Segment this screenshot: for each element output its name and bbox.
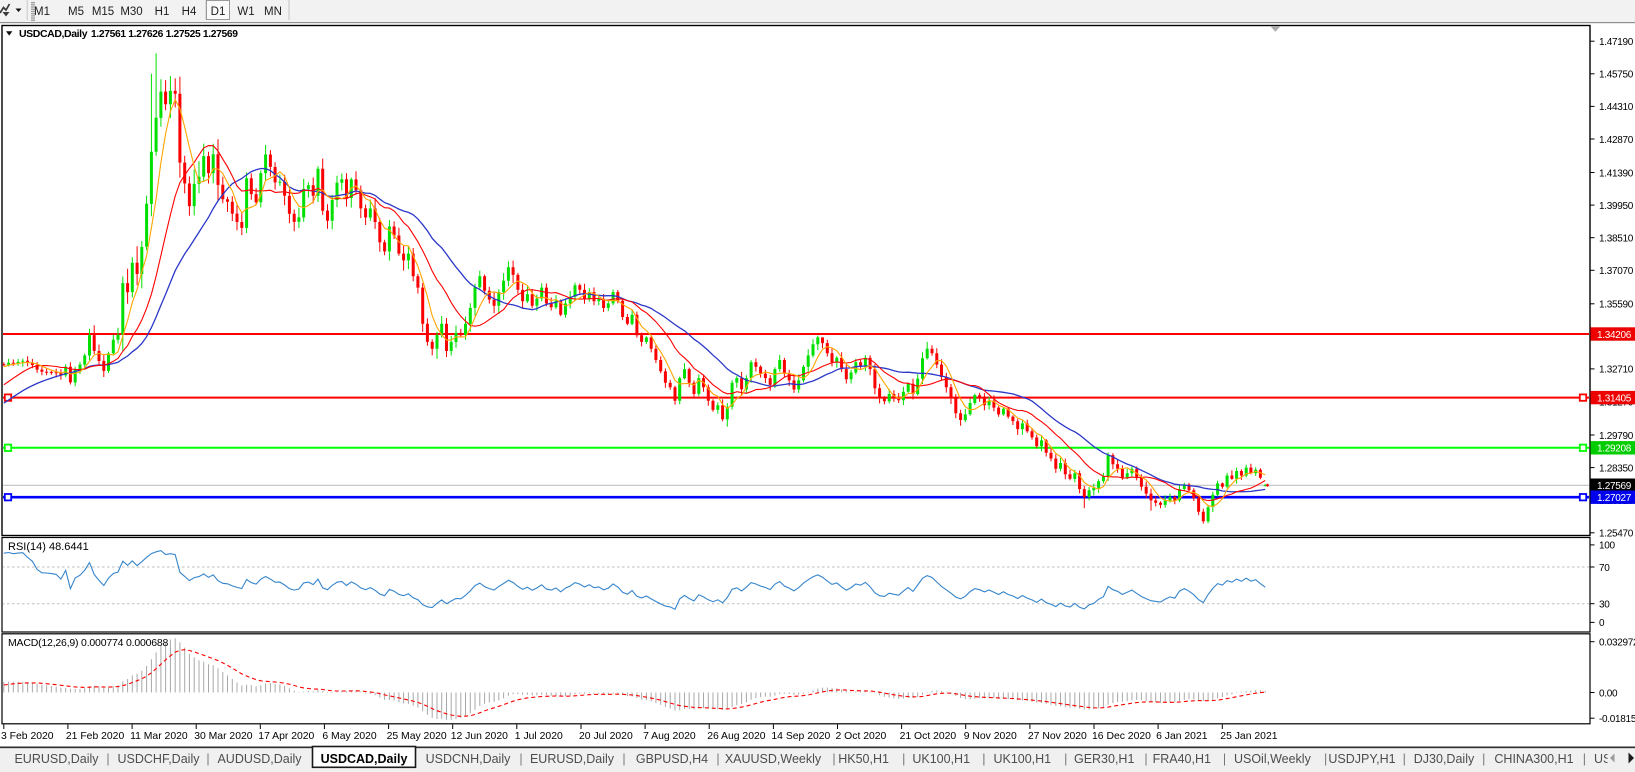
svg-text:|: | bbox=[106, 752, 109, 766]
svg-text:1.25470: 1.25470 bbox=[1599, 529, 1634, 540]
svg-text:EURUSD,Daily: EURUSD,Daily bbox=[530, 752, 615, 766]
svg-text:27 Nov 2020: 27 Nov 2020 bbox=[1028, 731, 1087, 742]
svg-text:25 Jan 2021: 25 Jan 2021 bbox=[1220, 731, 1277, 742]
svg-text:HK50,H1: HK50,H1 bbox=[838, 752, 889, 766]
svg-text:|: | bbox=[1223, 752, 1226, 766]
svg-text:UK100,H1: UK100,H1 bbox=[993, 752, 1051, 766]
svg-text:AUDUSD,Daily: AUDUSD,Daily bbox=[217, 752, 302, 766]
svg-text:|: | bbox=[716, 752, 719, 766]
svg-text:H1: H1 bbox=[155, 6, 170, 18]
svg-text:USOil,Weekly: USOil,Weekly bbox=[1234, 752, 1312, 766]
svg-text:1.27561 1.27626 1.27525 1.2756: 1.27561 1.27626 1.27525 1.27569 bbox=[91, 29, 238, 40]
svg-text:9 Nov 2020: 9 Nov 2020 bbox=[964, 731, 1017, 742]
svg-text:1.35590: 1.35590 bbox=[1599, 300, 1634, 311]
svg-text:FRA40,H1: FRA40,H1 bbox=[1153, 752, 1211, 766]
svg-text:1 Jul 2020: 1 Jul 2020 bbox=[515, 731, 563, 742]
svg-text:7 Aug 2020: 7 Aug 2020 bbox=[643, 731, 696, 742]
svg-text:|: | bbox=[1064, 752, 1067, 766]
svg-text:1.27027: 1.27027 bbox=[1597, 493, 1632, 504]
svg-text:70: 70 bbox=[1599, 563, 1610, 574]
svg-text:1.39950: 1.39950 bbox=[1599, 201, 1634, 212]
svg-text:|: | bbox=[1583, 752, 1586, 766]
svg-text:MN: MN bbox=[264, 6, 282, 18]
svg-text:UK100,H1: UK100,H1 bbox=[912, 752, 970, 766]
svg-text:US: US bbox=[1594, 752, 1611, 766]
svg-text:1.29790: 1.29790 bbox=[1599, 431, 1634, 442]
svg-text:1.28350: 1.28350 bbox=[1599, 463, 1634, 474]
svg-text:25 May 2020: 25 May 2020 bbox=[387, 731, 447, 742]
svg-text:MACD(12,26,9) 0.000774 0.00068: MACD(12,26,9) 0.000774 0.000688 bbox=[8, 637, 169, 649]
svg-text:RSI(14) 48.6441: RSI(14) 48.6441 bbox=[8, 541, 89, 553]
svg-text:26 Aug 2020: 26 Aug 2020 bbox=[707, 731, 766, 742]
svg-text:6 Jan 2021: 6 Jan 2021 bbox=[1156, 731, 1208, 742]
svg-text:-0.01815: -0.01815 bbox=[1599, 714, 1635, 725]
svg-text:21 Oct 2020: 21 Oct 2020 bbox=[900, 731, 957, 742]
svg-text:|: | bbox=[1403, 752, 1406, 766]
svg-text:3 Feb 2020: 3 Feb 2020 bbox=[1, 731, 54, 742]
svg-text:DJ30,Daily: DJ30,Daily bbox=[1414, 752, 1475, 766]
svg-text:USDCAD,Daily: USDCAD,Daily bbox=[321, 752, 408, 766]
svg-text:D1: D1 bbox=[211, 6, 226, 18]
svg-text:|: | bbox=[902, 752, 905, 766]
svg-text:16 Dec 2020: 16 Dec 2020 bbox=[1092, 731, 1151, 742]
svg-text:|: | bbox=[622, 752, 625, 766]
svg-text:1.34206: 1.34206 bbox=[1597, 330, 1632, 341]
svg-text:USDCAD,Daily: USDCAD,Daily bbox=[19, 28, 88, 40]
svg-text:2 Oct 2020: 2 Oct 2020 bbox=[836, 731, 887, 742]
svg-text:|: | bbox=[1324, 752, 1327, 766]
svg-text:|: | bbox=[982, 752, 985, 766]
svg-text:GBPUSD,H4: GBPUSD,H4 bbox=[636, 752, 708, 766]
svg-text:1.42870: 1.42870 bbox=[1599, 135, 1634, 146]
svg-text:EURUSD,Daily: EURUSD,Daily bbox=[14, 752, 99, 766]
svg-text:1.32710: 1.32710 bbox=[1599, 365, 1634, 376]
svg-text:1.45750: 1.45750 bbox=[1599, 70, 1634, 81]
svg-text:XAUUSD,Weekly: XAUUSD,Weekly bbox=[725, 752, 822, 766]
svg-text:21 Feb 2020: 21 Feb 2020 bbox=[66, 731, 125, 742]
svg-text:|: | bbox=[206, 752, 209, 766]
svg-text:30: 30 bbox=[1599, 600, 1610, 611]
svg-text:6 May 2020: 6 May 2020 bbox=[322, 731, 377, 742]
svg-text:0.00: 0.00 bbox=[1599, 688, 1618, 699]
svg-text:20 Jul 2020: 20 Jul 2020 bbox=[579, 731, 633, 742]
svg-text:1.44310: 1.44310 bbox=[1599, 102, 1634, 113]
svg-text:1.38510: 1.38510 bbox=[1599, 234, 1634, 245]
svg-text:1.41390: 1.41390 bbox=[1599, 168, 1634, 179]
svg-text:|: | bbox=[832, 752, 835, 766]
svg-text:|: | bbox=[1144, 752, 1147, 766]
svg-text:1.37070: 1.37070 bbox=[1599, 266, 1634, 277]
svg-text:M1: M1 bbox=[34, 6, 50, 18]
svg-text:M15: M15 bbox=[92, 6, 114, 18]
svg-text:1.27569: 1.27569 bbox=[1597, 481, 1632, 492]
svg-text:GER30,H1: GER30,H1 bbox=[1074, 752, 1134, 766]
svg-text:0: 0 bbox=[1599, 618, 1605, 629]
svg-text:|: | bbox=[519, 752, 522, 766]
svg-text:1.47190: 1.47190 bbox=[1599, 37, 1634, 48]
svg-text:1.29208: 1.29208 bbox=[1597, 444, 1632, 455]
svg-text:M5: M5 bbox=[68, 6, 84, 18]
svg-text:30 Mar 2020: 30 Mar 2020 bbox=[194, 731, 253, 742]
svg-text:14 Sep 2020: 14 Sep 2020 bbox=[771, 731, 830, 742]
svg-text:USDCNH,Daily: USDCNH,Daily bbox=[426, 752, 511, 766]
svg-text:H4: H4 bbox=[182, 6, 197, 18]
svg-text:1.31405: 1.31405 bbox=[1597, 394, 1632, 405]
svg-text:USDJPY,H1: USDJPY,H1 bbox=[1328, 752, 1395, 766]
svg-text:12 Jun 2020: 12 Jun 2020 bbox=[451, 731, 508, 742]
svg-text:M30: M30 bbox=[120, 6, 142, 18]
svg-text:USDCHF,Daily: USDCHF,Daily bbox=[118, 752, 201, 766]
svg-text:CHINA300,H1: CHINA300,H1 bbox=[1494, 752, 1573, 766]
svg-text:|: | bbox=[1482, 752, 1485, 766]
svg-text:11 Mar 2020: 11 Mar 2020 bbox=[130, 731, 188, 742]
svg-text:100: 100 bbox=[1599, 541, 1616, 552]
svg-text:0.032972: 0.032972 bbox=[1599, 638, 1635, 649]
svg-text:W1: W1 bbox=[237, 6, 254, 18]
svg-text:17 Apr 2020: 17 Apr 2020 bbox=[258, 731, 314, 742]
